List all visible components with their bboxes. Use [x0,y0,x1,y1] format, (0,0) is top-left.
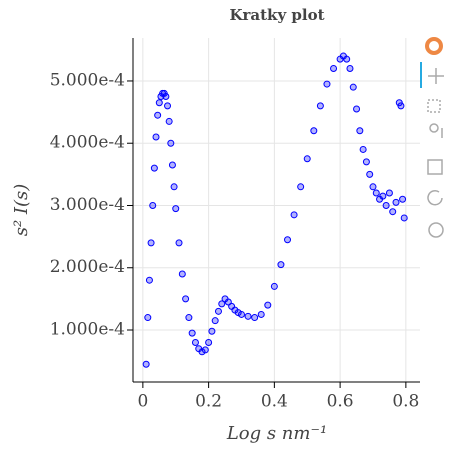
chart-title: Kratky plot [229,6,324,24]
point [205,338,213,346]
point [185,314,193,322]
bokeh-logo[interactable] [425,37,443,55]
y-tick-label: 2.000e-4 [50,257,125,277]
point [191,338,199,346]
box-zoom-tool[interactable] [427,99,441,113]
point [214,307,222,315]
point [149,201,157,209]
point [182,295,190,303]
y-axis-label: s² I(s) [11,184,32,237]
point [343,55,351,63]
point [244,312,252,320]
x-tick-label: 0.4 [261,392,288,412]
point [208,327,216,335]
point [346,65,354,73]
point [369,183,377,191]
x-tick-label: 0 [137,392,148,412]
point [399,195,407,203]
point [201,346,209,354]
point [310,127,318,135]
point [359,145,367,153]
point [144,314,152,322]
point [162,93,170,101]
point [150,164,158,172]
point [303,155,311,163]
reset-tool[interactable] [427,190,443,206]
point [237,310,245,318]
point [257,310,265,318]
point [277,261,285,269]
point [353,105,361,113]
point [330,65,338,73]
point [251,314,259,322]
point [270,282,278,290]
x-tick-label: 0.6 [327,392,354,412]
point [290,211,298,219]
point [382,201,390,209]
point [188,329,196,337]
point [366,170,374,178]
point [145,276,153,284]
point [178,270,186,278]
point [379,192,387,200]
point [392,198,400,206]
point [316,102,324,110]
point [372,189,380,197]
help-tool[interactable] [428,222,444,238]
point [385,189,393,197]
point [356,127,364,135]
point [349,83,357,91]
point [400,214,408,222]
point [167,139,175,147]
y-tick-label: 3.000e-4 [50,195,125,215]
point [264,301,272,309]
point [164,102,172,110]
x-axis-label: Log s nm⁻¹ [226,423,327,444]
y-tick-label: 4.000e-4 [50,133,125,153]
point [172,205,180,213]
wheel-zoom-tool[interactable] [429,123,443,138]
y-tick-label: 1.000e-4 [50,320,125,340]
pan-tool[interactable] [428,68,444,84]
point [152,133,160,141]
point [154,111,162,119]
point [218,300,226,308]
point [284,236,292,244]
point [170,183,178,191]
point [389,208,397,216]
point [297,183,305,191]
point [397,102,405,110]
point [165,117,173,125]
point [175,239,183,247]
point [211,317,219,325]
point [142,360,150,368]
point [155,99,163,107]
save-tool[interactable] [427,159,443,175]
y-tick-label: 5.000e-4 [50,70,125,90]
point [147,239,155,247]
x-tick-label: 0.8 [392,392,419,412]
x-tick-label: 0.2 [195,392,222,412]
point [323,80,331,88]
point [168,161,176,169]
point [362,158,370,166]
toolbar [420,37,444,238]
